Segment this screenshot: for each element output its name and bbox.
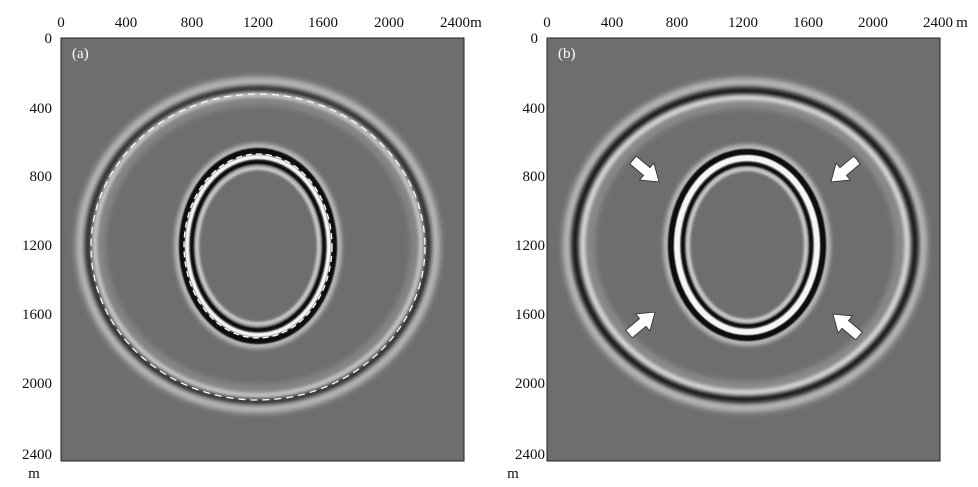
panel-a-y-unit: m	[28, 466, 40, 482]
arrow-bottom-right	[832, 313, 863, 341]
panel-a-x-tick-label: 2000	[374, 15, 404, 31]
panel-a-background	[61, 38, 464, 461]
panel-a-x-unit: m	[470, 15, 482, 31]
panel-a-x-tick-label: 0	[57, 15, 65, 31]
panel-b-x-tick-label: 800	[666, 15, 689, 31]
panel-a-y-axis: 0 400 800 1200 1600 2000 2400 m	[22, 31, 52, 482]
panel-a-frame	[60, 37, 465, 462]
panel-b-y-tick-label: 2000	[515, 376, 545, 392]
panel-a-y-tick-label: 1600	[22, 307, 52, 323]
panel-a-x-tick-label: 800	[181, 15, 204, 31]
panel-a-label: (a)	[72, 46, 89, 62]
panel-b-inner-ring	[663, 144, 831, 346]
panel-b-y-axis: 0 400 800 1200 1600 2000 2400 m	[507, 31, 545, 482]
panel-a-y-tick-label: 400	[30, 101, 53, 117]
panel-a-x-tick-label: 2400	[440, 15, 470, 31]
panel-a-y-tick-label: 800	[30, 169, 53, 185]
panel-b: (b)	[546, 37, 941, 462]
panel-b-y-tick-label: 400	[523, 101, 546, 117]
panel-a-y-tick-label: 0	[45, 31, 53, 47]
panel-a-wavefield	[76, 77, 440, 413]
panel-a-y-tick-label: 2400	[22, 447, 52, 463]
panel-b-x-tick-label: 2400	[923, 15, 953, 31]
arrow-top-right	[830, 155, 861, 183]
panel-b-outer-ring	[563, 78, 927, 412]
panel-b-wavefield	[563, 78, 927, 412]
panel-b-x-axis: 0 400 800 1200 1600 2000 2400 m	[543, 15, 968, 31]
panel-a-dashed-outer-ellipse	[90, 93, 426, 401]
panel-a-x-tick-label: 400	[115, 15, 138, 31]
panel-b-x-tick-label: 1200	[728, 15, 758, 31]
panel-a-y-tick-label: 2000	[22, 376, 52, 392]
panel-a-x-tick-label: 1200	[243, 15, 273, 31]
panel-a-outer-ring	[76, 77, 440, 413]
arrow-top-left	[629, 155, 660, 183]
panel-b-x-unit: m	[956, 15, 968, 31]
panel-a: (a)	[60, 37, 465, 462]
panel-a-x-tick-label: 1600	[308, 15, 338, 31]
panel-a-dashed-inner-ellipse	[183, 153, 333, 339]
panel-b-y-tick-label: 800	[523, 169, 546, 185]
panel-b-y-tick-label: 1200	[515, 238, 545, 254]
panel-a-x-axis: 0 400 800 1200 1600 2000 2400 m	[57, 15, 482, 31]
panel-b-frame	[546, 37, 941, 462]
panel-a-y-tick-label: 1200	[22, 238, 52, 254]
arrow-bottom-left	[625, 311, 656, 339]
panel-b-x-tick-label: 2000	[858, 15, 888, 31]
panel-b-y-tick-label: 2400	[515, 447, 545, 463]
panel-b-x-tick-label: 400	[601, 15, 624, 31]
panel-b-y-unit: m	[507, 466, 519, 482]
panel-b-y-tick-label: 0	[531, 31, 539, 47]
panel-a-inner-ring	[174, 143, 342, 349]
panel-b-y-tick-label: 1600	[515, 307, 545, 323]
panel-b-label: (b)	[558, 46, 576, 62]
panel-b-x-tick-label: 0	[543, 15, 551, 31]
panel-b-x-tick-label: 1600	[793, 15, 823, 31]
panel-b-arrows	[625, 155, 863, 341]
